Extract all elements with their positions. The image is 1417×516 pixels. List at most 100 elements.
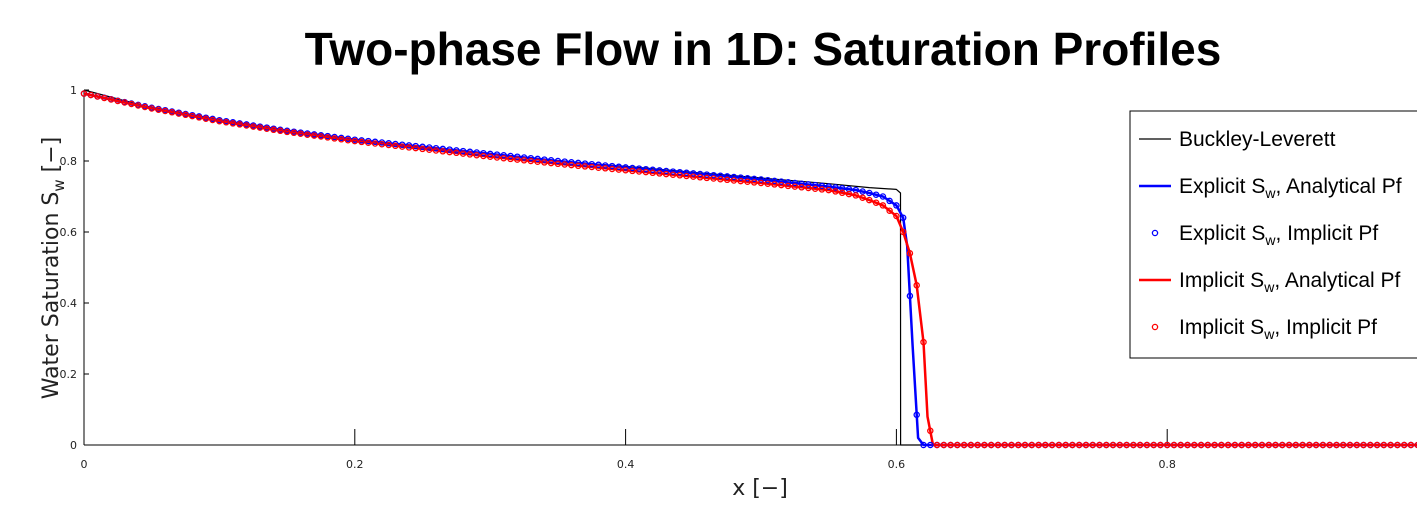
series-explicit-s-implicit-pf-marker xyxy=(838,185,846,192)
series-implicit-s-implicit-pf-marker xyxy=(134,102,142,109)
y-tick-label: 0 xyxy=(70,439,77,452)
chart-title: Two-phase Flow in 1D: Saturation Profile… xyxy=(305,23,1222,75)
series-implicit-s-implicit-pf-marker xyxy=(1272,441,1279,449)
series-implicit-s-implicit-pf-marker xyxy=(378,140,386,148)
series-implicit-s-implicit-pf-marker xyxy=(80,90,88,97)
series-implicit-s-implicit-pf-marker xyxy=(250,123,257,130)
legend-label-main: Explicit S xyxy=(1179,175,1265,198)
series-implicit-s-implicit-pf-marker xyxy=(1326,441,1333,449)
series-implicit-s-implicit-pf-marker xyxy=(879,202,887,209)
series-implicit-s-implicit-pf-marker xyxy=(1150,441,1157,449)
series-implicit-s-implicit-pf-marker xyxy=(453,149,460,157)
series-implicit-s-implicit-pf-marker xyxy=(432,147,440,154)
series-explicit-s-implicit-pf-marker xyxy=(805,181,812,188)
series-implicit-s-implicit-pf-marker xyxy=(121,99,128,106)
series-implicit-s-implicit-pf-marker xyxy=(1035,441,1042,449)
series-explicit-s-implicit-pf-marker xyxy=(893,202,900,209)
series-explicit-s-implicit-pf-marker xyxy=(757,176,765,183)
series-implicit-s-implicit-pf-marker xyxy=(811,185,819,192)
series-implicit-s-implicit-pf-marker xyxy=(899,228,907,236)
series-explicit-s-implicit-pf-marker xyxy=(825,183,832,190)
series-implicit-s-implicit-pf-marker xyxy=(297,130,304,137)
series-implicit-s-implicit-pf-marker xyxy=(859,194,866,201)
series-implicit-s-implicit-pf-marker xyxy=(161,107,169,115)
series-explicit-s-implicit-pf-marker xyxy=(405,142,413,149)
series-implicit-s-implicit-pf-marker xyxy=(710,175,717,182)
series-implicit-s-implicit-pf-marker xyxy=(1387,441,1394,449)
series-implicit-s-implicit-pf-marker xyxy=(1285,441,1293,449)
series-explicit-s-implicit-pf-marker xyxy=(486,150,494,158)
series-implicit-s-implicit-pf-marker xyxy=(602,165,609,172)
series-explicit-s-implicit-pf-marker xyxy=(750,175,758,183)
series-implicit-s-implicit-pf-marker xyxy=(967,441,975,449)
series-implicit-s-implicit-pf-marker xyxy=(168,109,176,116)
series-explicit-s-implicit-pf-marker xyxy=(459,147,467,155)
series-implicit-s-implicit-pf-marker xyxy=(1116,441,1124,449)
series-explicit-s-implicit-pf-marker xyxy=(744,175,751,182)
series-implicit-s-implicit-pf-marker xyxy=(750,179,758,186)
series-implicit-s-implicit-pf-marker xyxy=(723,176,731,184)
series-implicit-s-implicit-pf-marker xyxy=(615,166,623,173)
y-tick-label: 0.4 xyxy=(60,297,78,310)
series-implicit-s-implicit-pf-marker xyxy=(1157,441,1164,449)
series-implicit-s-implicit-pf-marker xyxy=(1400,441,1408,449)
series-explicit-s-implicit-pf-marker xyxy=(568,159,575,166)
series-explicit-s-implicit-pf-marker xyxy=(656,167,663,174)
series-implicit-s-implicit-pf-marker xyxy=(690,173,697,180)
legend-label-rest: , Analytical Pf xyxy=(1275,175,1401,198)
series-explicit-s-implicit-pf-marker xyxy=(710,171,717,179)
series-implicit-s-implicit-pf-marker xyxy=(1136,441,1144,449)
series-explicit-s-implicit-pf-marker xyxy=(480,149,487,157)
series-implicit-s-implicit-pf-marker xyxy=(1333,441,1340,449)
legend-swatch-marker xyxy=(1151,229,1159,237)
series-implicit-s-implicit-pf-marker xyxy=(1353,441,1361,449)
series-implicit-s-implicit-pf-marker xyxy=(1008,441,1015,449)
legend-label-rest: , Analytical Pf xyxy=(1274,269,1400,292)
legend-label-main: Implicit S xyxy=(1179,316,1264,339)
series-explicit-s-implicit-pf-marker xyxy=(514,153,521,160)
series-implicit-s-implicit-pf-marker xyxy=(344,136,352,144)
series-implicit-s-implicit-pf-marker xyxy=(852,192,860,199)
series-explicit-s-implicit-pf-marker xyxy=(629,164,636,172)
series-implicit-s-implicit-pf-marker xyxy=(1394,441,1401,449)
series-explicit-s-implicit-pf-marker xyxy=(622,164,629,171)
legend-label: Implicit Sw, Analytical Pf xyxy=(1179,269,1401,295)
series-implicit-s-implicit-pf-marker xyxy=(1414,441,1417,449)
series-explicit-s-implicit-pf-marker xyxy=(446,146,453,153)
series-implicit-s-implicit-pf-marker xyxy=(1258,441,1266,449)
series-implicit-s-implicit-pf-marker xyxy=(1312,441,1320,449)
series-implicit-s-implicit-pf-marker xyxy=(500,154,507,162)
series-implicit-s-implicit-pf-marker xyxy=(1367,441,1374,449)
series-implicit-s-implicit-pf-marker xyxy=(338,136,345,143)
series-explicit-s-implicit-pf-marker xyxy=(690,170,697,177)
series-implicit-s-implicit-pf-marker xyxy=(459,150,467,157)
series-implicit-s-implicit-pf-marker xyxy=(845,190,853,198)
series-implicit-s-implicit-pf-marker xyxy=(277,127,284,135)
series-implicit-s-implicit-pf-marker xyxy=(1319,441,1327,449)
series-implicit-s-implicit-pf-marker xyxy=(1062,441,1069,449)
series-implicit-s-implicit-pf-marker xyxy=(534,158,541,165)
series-explicit-s-implicit-pf-marker xyxy=(818,182,826,190)
series-implicit-s-implicit-pf-marker xyxy=(629,167,636,175)
series-implicit-s-implicit-pf-marker xyxy=(744,178,751,185)
x-tick-label: 0 xyxy=(81,458,88,471)
series-implicit-s-implicit-pf-marker xyxy=(635,168,643,175)
series-implicit-s-implicit-pf-marker xyxy=(175,110,183,117)
series-explicit-s-implicit-pf-marker xyxy=(662,167,670,175)
series-implicit-s-implicit-pf-marker xyxy=(1184,441,1191,449)
legend-swatch-marker xyxy=(1151,323,1159,331)
series-explicit-s-implicit-pf-marker xyxy=(913,411,920,419)
series-explicit-s-implicit-pf-marker xyxy=(419,143,426,151)
legend-label-subscript: w xyxy=(1264,185,1276,201)
series-implicit-s-implicit-pf-marker xyxy=(290,129,298,137)
series-implicit-s-implicit-pf-marker xyxy=(588,163,596,171)
legend-label-subscript: w xyxy=(1264,232,1276,248)
series-implicit-s-implicit-pf-marker xyxy=(730,177,738,184)
series-implicit-s-implicit-pf-marker xyxy=(1251,441,1259,449)
series-implicit-s-implicit-pf-marker xyxy=(960,441,968,449)
series-explicit-s-implicit-pf-marker xyxy=(771,177,778,185)
series-explicit-s-implicit-pf-marker xyxy=(507,152,514,160)
series-implicit-s-implicit-pf-marker xyxy=(331,135,338,142)
series-implicit-s-implicit-pf-marker xyxy=(189,112,196,120)
series-explicit-s-implicit-pf-marker xyxy=(493,151,501,158)
